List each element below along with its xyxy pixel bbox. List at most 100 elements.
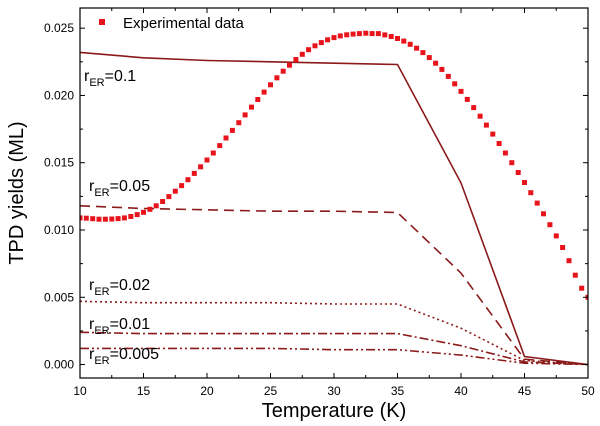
experimental-point (579, 285, 585, 291)
experimental-point (502, 150, 508, 156)
experimental-point (458, 88, 464, 94)
experimental-point (553, 233, 559, 239)
experimental-point (572, 272, 578, 278)
experimental-point (261, 89, 267, 95)
y-tick-label: 0.025 (44, 21, 74, 35)
experimental-point (134, 212, 140, 218)
experimental-point (433, 60, 439, 66)
experimental-point (172, 188, 178, 194)
experimental-point (312, 43, 318, 49)
experimental-point (483, 122, 489, 128)
experimental-point (299, 51, 305, 57)
experimental-point (268, 82, 273, 88)
experimental-point (401, 38, 407, 44)
experimental-point (160, 199, 166, 204)
legend-label-experimental: Experimental data (123, 15, 245, 32)
experimental-point (115, 216, 121, 222)
experimental-point (344, 32, 350, 38)
experimental-markers (80, 30, 588, 300)
experimental-point (464, 96, 470, 102)
experimental-point (528, 190, 534, 196)
experimental-point (293, 57, 299, 62)
experimental-point (223, 135, 229, 141)
axis-ticks: 10 15 20 25 30 35 40 45 50 0.000 0.005 0.010 0.015 0.… (44, 8, 595, 398)
experimental-point (350, 31, 356, 37)
experimental-point (83, 215, 89, 221)
x-tick-label: 50 (581, 384, 595, 398)
series-annotations: rER=0.1 rER=0.05 rER=0.02 rER=0.01 rER=0.005 (84, 68, 159, 367)
experimental-point (109, 216, 115, 222)
series-line-4 (80, 347, 588, 366)
experimental-point (121, 215, 127, 221)
experimental-point (388, 34, 394, 39)
experimental-point (96, 216, 102, 222)
experimental-point (166, 194, 172, 200)
experimental-point (229, 127, 235, 133)
series-annotation-3: rER=0.01 (89, 316, 150, 337)
experimental-point (445, 73, 451, 79)
experimental-point (236, 120, 242, 126)
experimental-point (356, 31, 362, 37)
series-line-3 (80, 331, 588, 366)
x-tick-label: 45 (518, 384, 532, 398)
legend: Experimental data (99, 15, 245, 32)
experimental-point (306, 47, 312, 53)
experimental-point (566, 258, 572, 264)
series-annotation-4: rER=0.005 (89, 346, 159, 367)
experimental-point (414, 45, 420, 51)
experimental-point (249, 104, 254, 110)
experimental-point (363, 30, 369, 36)
y-tick-label: 0.000 (44, 358, 74, 372)
x-tick-label: 40 (454, 384, 468, 398)
x-tick-label: 10 (73, 384, 87, 398)
series-layer (80, 51, 588, 366)
x-tick-label: 30 (327, 384, 341, 398)
experimental-point (509, 160, 515, 166)
experimental-point (185, 177, 191, 183)
experimental-point (375, 31, 381, 37)
experimental-point (274, 75, 280, 81)
experimental-point (287, 62, 292, 68)
experimental-point (477, 113, 483, 119)
experimental-point (280, 68, 286, 74)
y-tick-label: 0.010 (44, 223, 74, 237)
series-annotation-2: rER=0.02 (89, 277, 150, 298)
experimental-point (471, 105, 477, 111)
experimental-point (80, 215, 83, 221)
experimental-point (534, 200, 540, 206)
experimental-point (541, 211, 546, 217)
x-tick-label: 25 (264, 384, 278, 398)
experimental-point (515, 170, 521, 175)
experimental-point (560, 245, 566, 250)
experimental-point (128, 214, 134, 219)
experimental-point (522, 180, 527, 185)
x-tick-label: 15 (137, 384, 151, 398)
x-tick-label: 35 (391, 384, 405, 398)
experimental-point (242, 112, 248, 118)
experimental-point (439, 66, 445, 72)
experimental-point (382, 32, 388, 38)
legend-marker-experimental (99, 19, 105, 25)
experimental-point (198, 164, 204, 170)
experimental-point (331, 35, 337, 41)
experimental-point (217, 143, 223, 149)
x-tick-label: 20 (200, 384, 214, 398)
experimental-point (452, 81, 458, 87)
experimental-point (191, 170, 197, 176)
experimental-point (255, 97, 261, 102)
experimental-point (147, 206, 153, 212)
experimental-point (210, 150, 216, 156)
y-axis-title: TPD yields (ML) (6, 121, 28, 264)
experimental-point (325, 37, 331, 43)
series-line-0 (80, 51, 588, 366)
x-axis-title: Temperature (K) (262, 400, 407, 422)
experimental-point (337, 33, 343, 39)
experimental-point (496, 141, 502, 146)
experimental-point (318, 40, 324, 46)
experimental-point (490, 131, 496, 137)
experimental-point (90, 216, 96, 222)
experimental-point (153, 203, 159, 209)
experimental-point (179, 183, 185, 189)
experimental-point (102, 216, 108, 222)
experimental-point (395, 36, 400, 41)
